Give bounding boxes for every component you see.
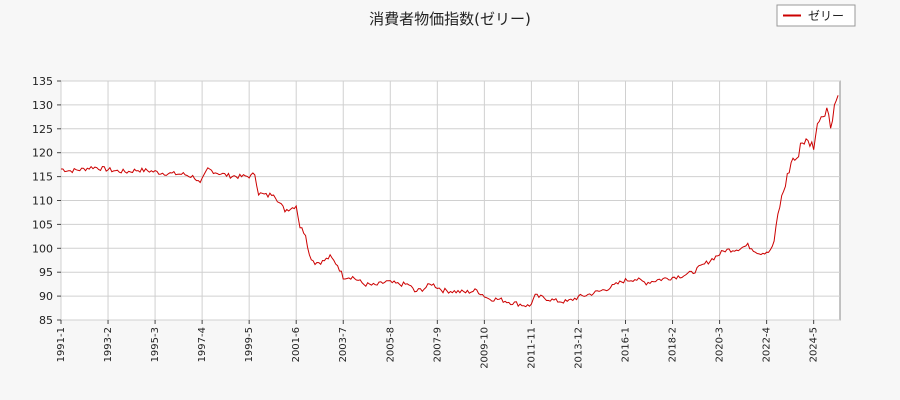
- x-tick-label: 1997-4: [197, 327, 208, 362]
- y-axis: 85 90 95 100 105 110 115 120 125 130 135: [32, 75, 61, 327]
- chart-title: 消費者物価指数(ゼリー): [369, 10, 531, 28]
- x-tick-label: 1999-5: [244, 327, 255, 362]
- x-tick-label: 2024-5: [809, 327, 820, 362]
- y-tick-label: 125: [32, 123, 53, 136]
- y-tick-label: 120: [32, 147, 53, 160]
- y-tick-label: 110: [32, 195, 53, 208]
- y-tick-label: 100: [32, 242, 53, 255]
- x-tick-label: 2009-10: [479, 327, 490, 369]
- y-tick-label: 115: [32, 171, 53, 184]
- x-tick-label: 2007-9: [432, 327, 443, 362]
- x-axis: 1991-1 1993-2 1995-3 1997-4 1999-5 2001-6 2003…: [56, 320, 820, 369]
- y-tick-label: 105: [32, 218, 53, 231]
- x-tick-label: 2013-12: [573, 327, 584, 369]
- x-tick-label: 2020-3: [715, 327, 726, 362]
- x-tick-label: 1993-2: [103, 327, 114, 362]
- y-tick-label: 95: [39, 266, 53, 279]
- y-tick-label: 90: [39, 290, 53, 303]
- legend-label: ゼリー: [808, 9, 844, 23]
- x-tick-label: 2005-8: [385, 327, 396, 362]
- x-tick-label: 2018-2: [668, 327, 679, 362]
- grid: [60, 80, 840, 321]
- y-tick-label: 130: [32, 99, 53, 112]
- x-tick-label: 2011-11: [526, 327, 537, 369]
- x-tick-label: 2016-1: [620, 327, 631, 362]
- legend: ゼリー: [776, 4, 856, 27]
- y-tick-label: 135: [32, 75, 53, 88]
- x-tick-label: 2022-4: [762, 327, 773, 362]
- x-tick-label: 1995-3: [150, 327, 161, 362]
- x-tick-label: 2003-7: [338, 327, 349, 362]
- x-tick-label: 1991-1: [56, 327, 67, 362]
- y-tick-label: 85: [39, 314, 53, 327]
- series-layer: [61, 95, 839, 308]
- series-line-0: [61, 95, 839, 308]
- x-tick-label: 2001-6: [291, 327, 302, 362]
